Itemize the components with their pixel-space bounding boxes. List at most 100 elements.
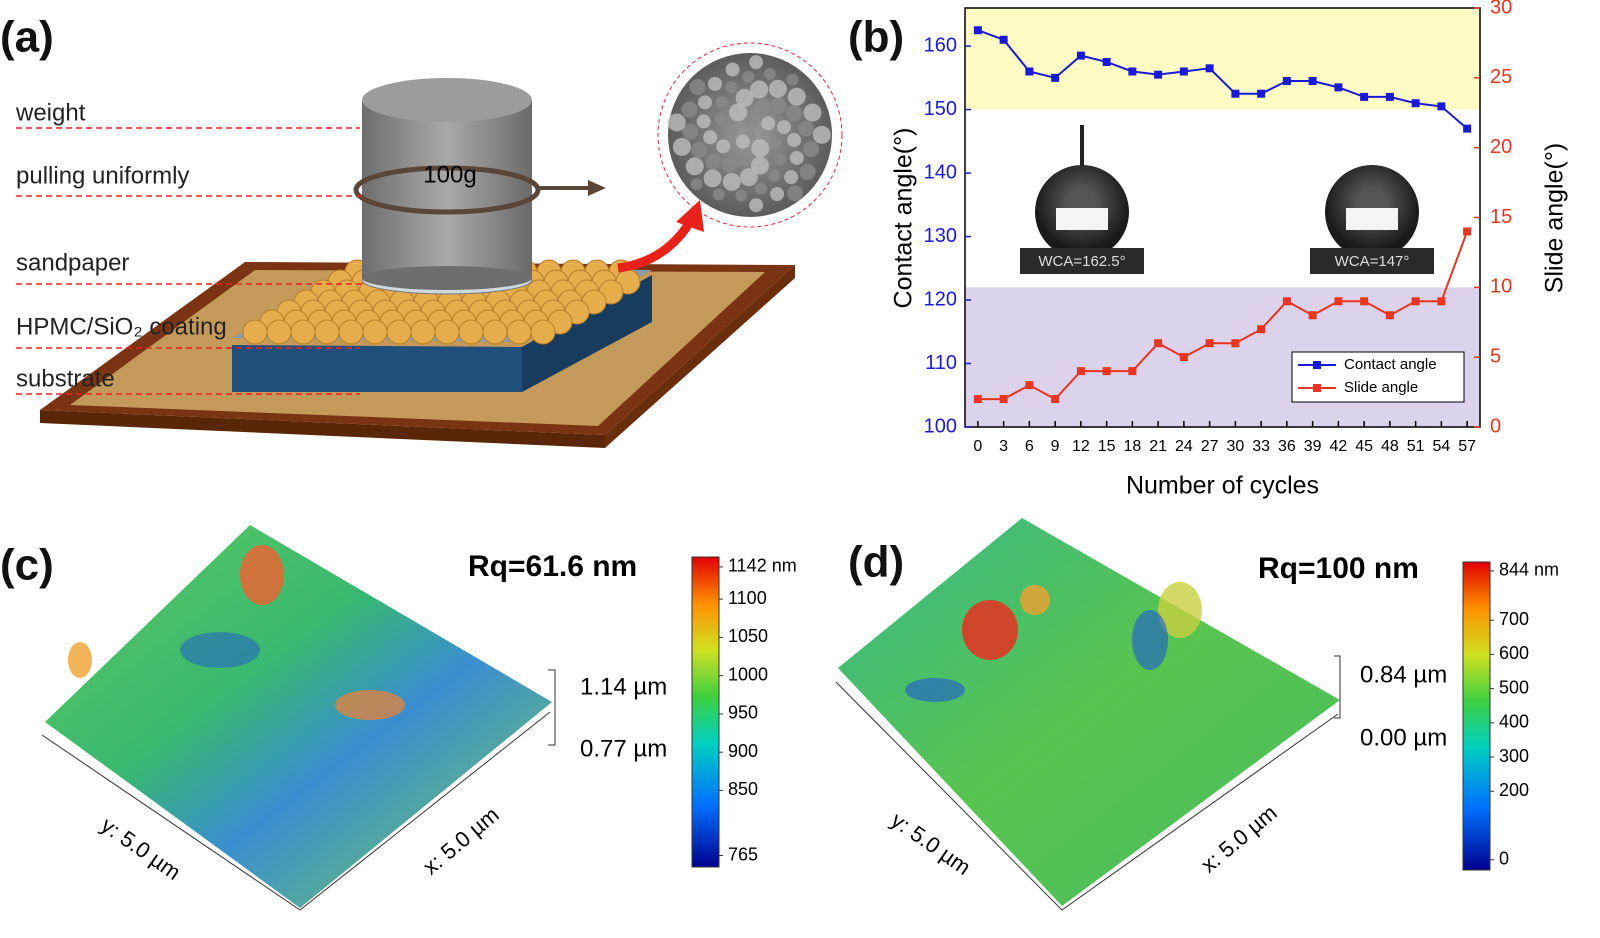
- marker: [1128, 67, 1137, 76]
- marker: [1025, 381, 1034, 390]
- x-tick-label: 45: [1355, 438, 1373, 455]
- particle: [754, 99, 771, 116]
- colorbar-label: 700: [1499, 609, 1529, 629]
- particle: [751, 139, 770, 158]
- annotation: substrate: [16, 365, 115, 392]
- grain: [530, 319, 556, 345]
- weight-bottom: [362, 266, 532, 290]
- afm-d: [835, 518, 1341, 911]
- inset-label: WCA=162.5°: [1038, 253, 1125, 270]
- marker: [1308, 77, 1317, 86]
- marker: [1179, 67, 1188, 76]
- x-tick-label: 18: [1123, 438, 1141, 455]
- x-tick-label: 24: [1175, 438, 1193, 455]
- marker: [1179, 353, 1188, 362]
- colorbar-label: 600: [1499, 643, 1529, 663]
- weight-top: [362, 78, 532, 122]
- colorbar-label: 844 nm: [1499, 560, 1559, 580]
- x-tick-label: 39: [1304, 438, 1322, 455]
- colorbar-label: 1000: [728, 664, 768, 684]
- x-tick-label: 21: [1149, 438, 1167, 455]
- marker: [1334, 83, 1343, 92]
- grain: [314, 319, 340, 345]
- valley: [905, 678, 965, 702]
- grain: [266, 319, 292, 345]
- marker: [1385, 92, 1394, 101]
- legend-marker: [1313, 361, 1321, 369]
- particle: [789, 150, 804, 165]
- annotation: sandpaper: [16, 249, 129, 276]
- marker: [1282, 297, 1291, 306]
- legend-label: Slide angle: [1344, 379, 1418, 396]
- particle: [724, 125, 737, 138]
- marker: [1411, 99, 1420, 108]
- particle: [735, 189, 748, 202]
- particle: [770, 97, 787, 114]
- marker: [1128, 367, 1137, 376]
- marker: [1411, 297, 1420, 306]
- surface: [838, 518, 1340, 906]
- x-tick-label: 9: [1051, 438, 1060, 455]
- particle: [697, 95, 712, 110]
- particle: [784, 170, 799, 185]
- particle: [722, 172, 741, 191]
- series-line: [977, 231, 1469, 401]
- marker: [1025, 67, 1034, 76]
- legend-box: [1291, 351, 1465, 403]
- sem-particles: [667, 55, 831, 213]
- grain: [338, 319, 364, 345]
- particle: [735, 88, 754, 107]
- z-bracket: [1334, 655, 1341, 719]
- marker: [999, 395, 1008, 404]
- marker: [1334, 297, 1343, 306]
- schematic: 100g weight pulling uniformly sandpaper …: [15, 42, 843, 448]
- marker: [973, 26, 982, 35]
- marker: [1385, 311, 1394, 320]
- particle: [672, 137, 691, 156]
- particle: [707, 76, 722, 91]
- block-side: [522, 275, 652, 392]
- marker: [1257, 325, 1266, 334]
- x-tick-label: 27: [1201, 438, 1219, 455]
- particle: [798, 120, 815, 137]
- particle: [768, 79, 787, 98]
- particle: [689, 78, 706, 95]
- weight: [362, 100, 532, 278]
- particle: [763, 67, 776, 80]
- marker: [1463, 124, 1472, 133]
- inset-base: [1020, 248, 1144, 274]
- reflection: [1056, 208, 1108, 230]
- colorbar-label: 765: [728, 844, 758, 864]
- highlight-band: [965, 8, 1480, 110]
- grain: [290, 319, 316, 345]
- annotation: weight: [15, 99, 86, 126]
- weight-label: 100g: [423, 161, 476, 188]
- particle: [787, 185, 804, 202]
- block-front: [232, 345, 522, 392]
- x-tick-label: 0: [973, 438, 982, 455]
- y-tick-label: 140: [924, 161, 957, 183]
- arrow-head: [588, 180, 606, 196]
- marker: [1076, 367, 1085, 376]
- panel-label: (a): [0, 13, 54, 62]
- colorbar-label: 0: [1499, 848, 1509, 868]
- particle: [739, 168, 758, 187]
- z-label: 1.14 µm: [580, 673, 667, 700]
- particle: [742, 70, 755, 83]
- roughness: Rq=100 nm: [1258, 552, 1419, 585]
- colorbar: [691, 556, 720, 868]
- grain: [458, 319, 484, 345]
- particle: [716, 139, 731, 154]
- board-edge: [40, 410, 605, 448]
- particle: [750, 156, 769, 175]
- y-tick-label: 130: [924, 225, 957, 247]
- marker: [1051, 395, 1060, 404]
- y2-tick-label: 20: [1490, 136, 1512, 158]
- peak: [1020, 585, 1050, 615]
- x-tick-label: 6: [1025, 438, 1034, 455]
- particle: [703, 130, 718, 145]
- colorbar-label: 200: [1499, 780, 1529, 800]
- particle: [749, 55, 764, 70]
- marker: [973, 395, 982, 404]
